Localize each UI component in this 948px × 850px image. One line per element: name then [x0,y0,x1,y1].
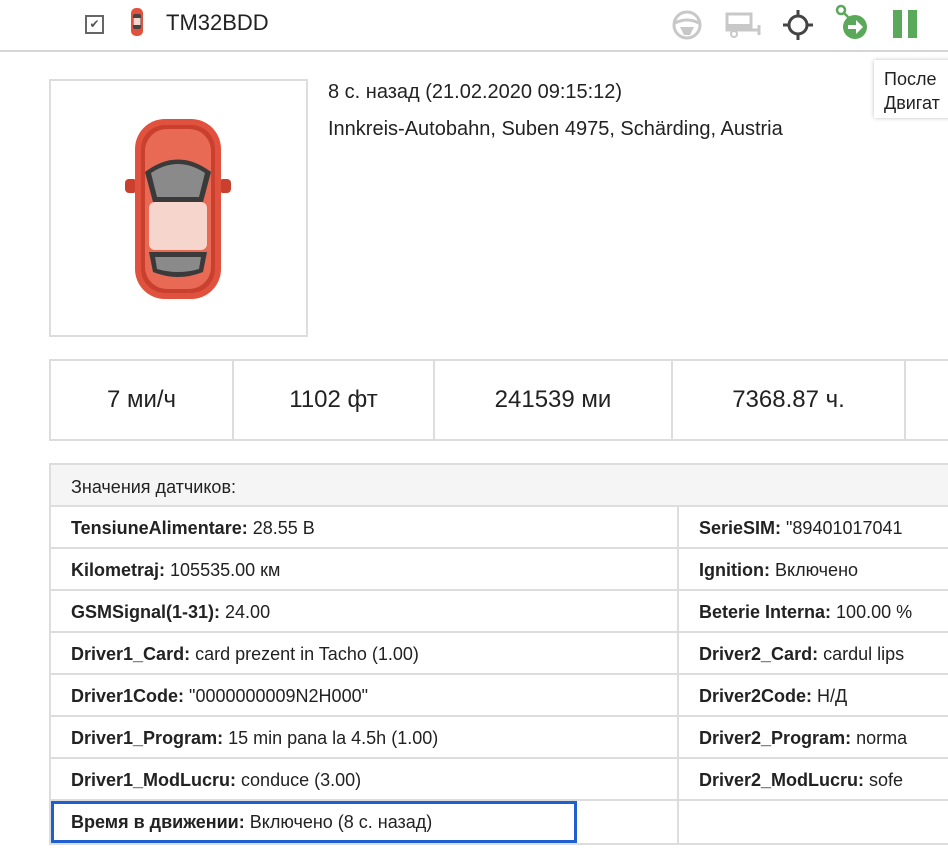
engine-hours-stat: 7368.87 ч. [673,361,906,439]
sensor-cell[interactable]: GSMSignal(1-31): 24.00 [51,591,679,631]
sensor-name: Driver1_Card: [71,644,191,664]
sensor-cell[interactable]: TensiuneAlimentare: 28.55 В [51,507,679,547]
sensor-name: Driver2_Card: [699,644,819,664]
sensor-cell[interactable]: Driver1_Card: card prezent in Tacho (1.0… [51,633,679,673]
sensor-name: Driver2Code: [699,686,813,706]
sensor-value: Н/Д [812,686,848,706]
sensor-name: Beterie Interna: [699,602,832,622]
sensor-value: 28.55 В [247,518,315,538]
sensor-name: Driver2_Program: [699,728,852,748]
pause-icon[interactable] [891,10,919,40]
sensor-cell[interactable]: Driver2_ModLucru: sofe [679,759,948,799]
sensor-cell[interactable]: SerieSIM: "89401017041 [679,507,948,547]
sensor-value: 24.00 [220,602,271,622]
speed-stat: 7 ми/ч [51,361,234,439]
car-image-icon [125,119,231,299]
sensor-row: GSMSignal(1-31): 24.00 Beterie Interna: 1… [51,591,948,633]
unit-image [49,79,308,337]
sensor-table: Значения датчиков: TensiuneAlimentare: 2… [49,463,948,845]
car-icon [131,8,143,36]
sensor-row: Время в движении: Включено (8 с. назад) [51,801,948,843]
tooltip-line: Двигат [884,93,940,113]
sensor-value: 15 min pana la 4.5h (1.00) [223,728,439,748]
address: Innkreis-Autobahn, Suben 4975, Schärding… [328,118,783,140]
sensor-cell[interactable]: Driver1Code: "0000000009N2H000" [51,675,679,715]
sensor-value: 105535.00 км [165,560,281,580]
sensor-name: Kilometraj: [71,560,166,580]
steering-wheel-icon[interactable] [670,8,704,42]
sensor-cell[interactable]: Driver1_ModLucru: conduce (3.00) [51,759,679,799]
sensor-row: Driver1_Program: 15 min pana la 4.5h (1.… [51,717,948,759]
sensor-cell[interactable]: Driver2_Card: cardul lips [679,633,948,673]
sensor-name: Ignition: [699,560,770,580]
mileage-stat: 241539 ми [435,361,673,439]
tooltip: После Двигат [874,60,948,118]
sensor-value: conduce (3.00) [236,770,362,790]
sensor-row: Kilometraj: 105535.00 км Ignition: Включе… [51,549,948,591]
sensor-name: Driver2_ModLucru: [699,770,865,790]
sensor-name: GSMSignal(1-31): [71,602,221,622]
sensor-value: card prezent in Tacho (1.00) [190,644,419,664]
sensor-cell[interactable]: Driver2_Program: norma [679,717,948,757]
route-go-icon[interactable] [835,4,871,42]
sensor-value: norma [851,728,908,748]
altitude-stat: 1102 фт [234,361,435,439]
sensor-value: cardul lips [818,644,905,664]
last-message-time: 8 с. назад (21.02.2020 09:15:12) [328,81,623,103]
extra-stat [906,361,948,439]
sensor-name: TensiuneAlimentare: [71,518,248,538]
sensor-value: "0000000009N2H000" [184,686,368,706]
stats-row: 7 ми/ч 1102 фт 241539 ми 7368.87 ч. [49,359,948,441]
sensor-row: TensiuneAlimentare: 28.55 В SerieSIM: "89… [51,507,948,549]
sensor-name: Время в движении: [71,812,245,832]
sensor-cell[interactable]: Beterie Interna: 100.00 % [679,591,948,631]
sensor-cell[interactable]: Kilometraj: 105535.00 км [51,549,679,589]
sensor-table-title: Значения датчиков: [51,465,948,507]
sensor-name: SerieSIM: [699,518,782,538]
sensor-cell[interactable]: Driver2Code: Н/Д [679,675,948,715]
sensor-cell[interactable]: Ignition: Включено [679,549,948,589]
unit-header: ✔ TM32BDD [0,0,948,52]
sensor-row: Driver1_Card: card prezent in Tacho (1.0… [51,633,948,675]
trailer-icon[interactable] [724,8,762,42]
unit-name: TM32BDD [166,10,269,35]
locate-icon[interactable] [781,8,815,42]
sensor-value: Включено (8 с. назад) [244,812,433,832]
sensor-value: sofe [864,770,904,790]
sensor-row: Driver1Code: "0000000009N2H000" Driver2Co… [51,675,948,717]
sensor-cell[interactable]: Время в движении: Включено (8 с. назад) [51,801,577,843]
sensor-value: "89401017041 [781,518,903,538]
sensor-name: Driver1_Program: [71,728,224,748]
tooltip-line: После [884,69,937,89]
sensor-name: Driver1_ModLucru: [71,770,237,790]
sensor-value: Включено [769,560,859,580]
sensor-name: Driver1Code: [71,686,185,706]
unit-checkbox[interactable]: ✔ [85,15,104,34]
sensor-cell[interactable] [679,801,948,843]
sensor-row: Driver1_ModLucru: conduce (3.00) Driver2_… [51,759,948,801]
sensor-value: 100.00 % [831,602,913,622]
sensor-cell[interactable]: Driver1_Program: 15 min pana la 4.5h (1.… [51,717,679,757]
